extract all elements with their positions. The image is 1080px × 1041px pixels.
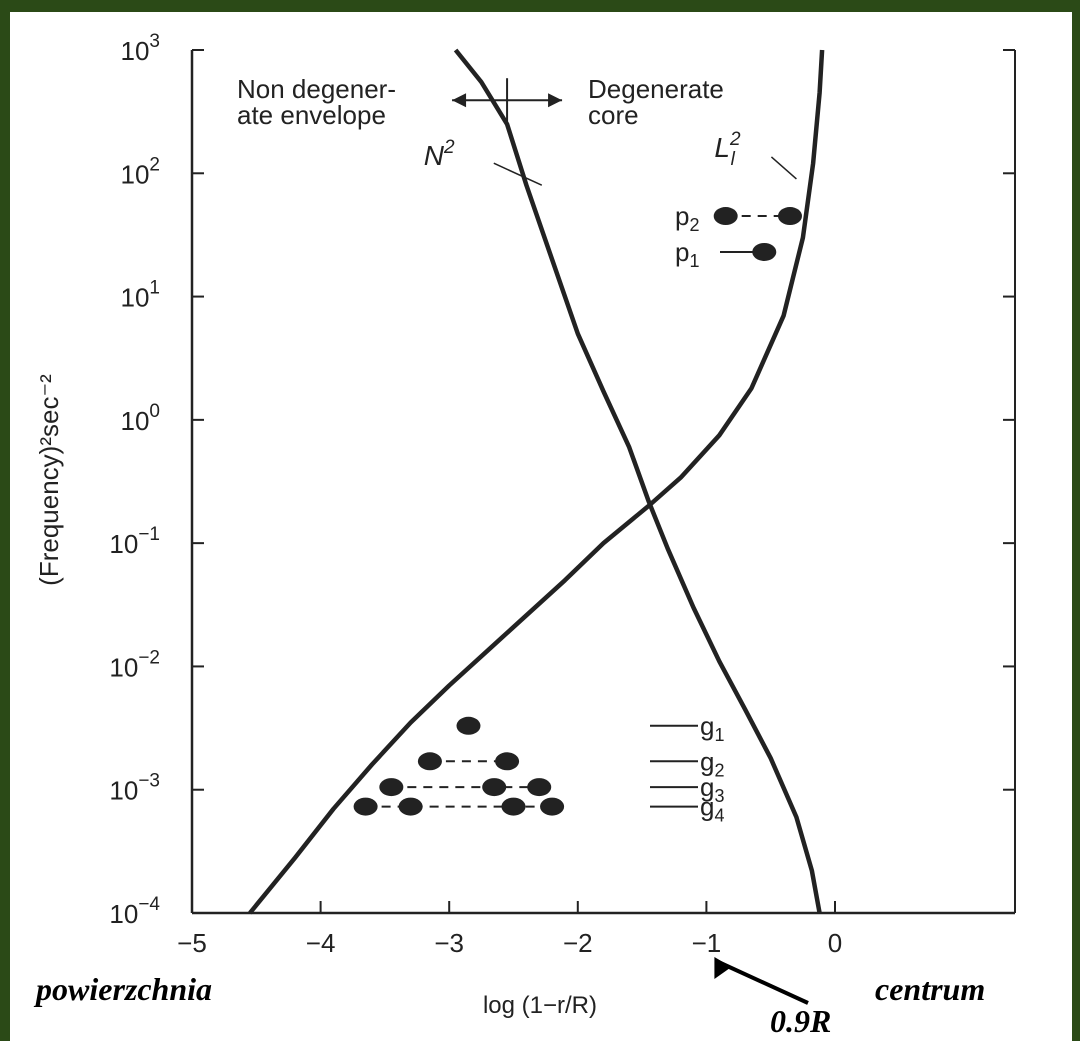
y-tick-label: 103 xyxy=(121,31,161,66)
x-tick-label: −3 xyxy=(434,928,464,958)
y-tick-label: 10−4 xyxy=(109,894,160,929)
mode-label-p1: p1 xyxy=(675,237,699,271)
y-tick-label: 101 xyxy=(121,278,161,313)
n2-label: N2 xyxy=(424,137,455,171)
core-label-line2: core xyxy=(588,100,639,130)
y-tick-label: 10−1 xyxy=(109,524,160,559)
mode-point xyxy=(398,797,423,816)
surface-label: powierzchnia xyxy=(33,971,212,1007)
mode-point xyxy=(482,778,507,797)
l2-label: L2 l xyxy=(714,129,741,170)
mode-point xyxy=(353,797,378,816)
x-tick-label: −2 xyxy=(563,928,593,958)
mode-label-g3: g3 xyxy=(700,772,724,806)
mode-label-g2: g2 xyxy=(700,746,724,780)
n2-curve xyxy=(453,48,822,914)
mode-point xyxy=(379,778,404,797)
x-tick-label: −4 xyxy=(306,928,336,958)
mode-point xyxy=(501,797,526,816)
l2-leader xyxy=(770,156,797,180)
y-tick-label: 10−2 xyxy=(109,647,160,682)
core-label-line1: Degenerate xyxy=(588,74,724,104)
radius-marker-label: 0.9R xyxy=(770,1003,831,1039)
radius-arrow xyxy=(717,960,809,1005)
mode-point xyxy=(456,716,481,735)
boundary-arrowhead-left xyxy=(452,93,467,108)
figure-panel xyxy=(10,12,1072,1041)
mode-point xyxy=(417,752,442,771)
mode-point xyxy=(527,778,552,797)
x-tick-label: −5 xyxy=(177,928,207,958)
y-axis-label: (Frequency)²sec⁻² xyxy=(34,374,64,586)
mode-label-g1: g1 xyxy=(700,711,724,745)
x-tick-label: −1 xyxy=(692,928,722,958)
l2-curve xyxy=(248,49,825,915)
radius-arrowhead xyxy=(714,957,732,979)
mode-point xyxy=(777,207,802,226)
x-tick-label: 0 xyxy=(828,928,842,958)
mode-point xyxy=(495,752,520,771)
mode-label-p2: p2 xyxy=(675,201,699,235)
envelope-label-line2: ate envelope xyxy=(237,100,386,130)
y-tick-label: 100 xyxy=(121,401,161,436)
y-tick-label: 102 xyxy=(121,154,161,189)
x-axis-label: log (1−r/R) xyxy=(483,992,597,1019)
n2-leader xyxy=(493,162,543,186)
envelope-label-line1: Non degener- xyxy=(237,74,396,104)
y-tick-label: 10−3 xyxy=(109,771,160,806)
boundary-arrowhead-right xyxy=(548,93,563,108)
mode-label-g4: g4 xyxy=(700,792,724,826)
mode-point xyxy=(752,242,777,261)
center-label: centrum xyxy=(875,971,985,1007)
mode-point xyxy=(713,207,738,226)
mode-point xyxy=(540,797,565,816)
